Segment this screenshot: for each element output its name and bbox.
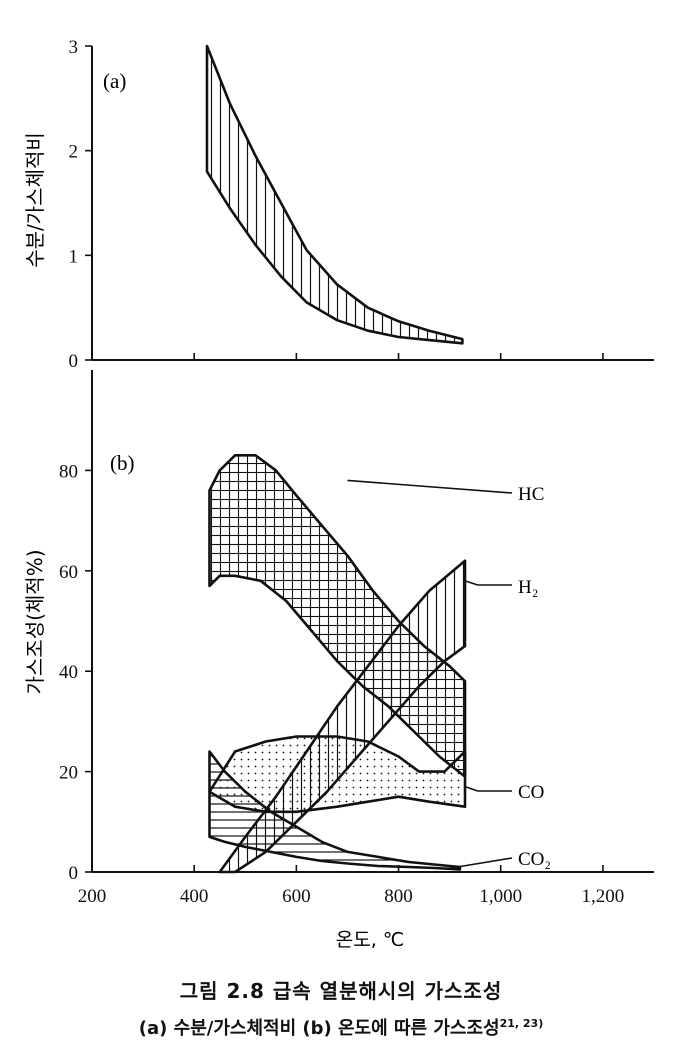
x-tick-label: 1,200 bbox=[582, 886, 625, 907]
x-axis-label: 온도, ℃ bbox=[336, 929, 404, 951]
y-axis-label-a-group: 수분/가스체적비 bbox=[23, 132, 47, 268]
band-outline-co bbox=[208, 735, 467, 814]
leader-line-h2 bbox=[464, 580, 512, 586]
y-tick-label: 60 bbox=[59, 562, 78, 583]
x-tick-label: 1,000 bbox=[479, 886, 522, 907]
figure-caption-subtitle: (a) 수분/가스체적비 (b) 온도에 따른 가스조성21, 23) bbox=[0, 1014, 682, 1040]
leader-line-co2 bbox=[457, 857, 513, 868]
panel-a: (a) 수분/가스체적비 0 1 2 3 bbox=[23, 37, 654, 372]
panel-label-b: (b) bbox=[110, 451, 135, 475]
series-label-h2: H₂ bbox=[518, 577, 538, 598]
leader-line-co bbox=[464, 785, 512, 792]
series-label-co2: CO₂ bbox=[518, 849, 551, 870]
y-axis-label-b-group: 가스조성(체적%) bbox=[23, 549, 47, 694]
figure-caption-refs: 21, 23) bbox=[499, 1017, 544, 1030]
band-fill-band-0 bbox=[207, 46, 463, 344]
y-tick-label: 3 bbox=[69, 37, 79, 58]
band-fill-co2 bbox=[209, 751, 460, 870]
y-tick-label: 2 bbox=[69, 142, 79, 163]
y-tick-label: 40 bbox=[59, 662, 78, 683]
y-tick-label: 1 bbox=[69, 246, 79, 267]
series-label-co: CO bbox=[518, 782, 544, 803]
x-tick-label: 400 bbox=[180, 886, 209, 907]
y-axis-label-b: 가스조성(체적%) bbox=[23, 549, 47, 694]
y-tick-label: 0 bbox=[69, 351, 79, 372]
y-tick-label: 80 bbox=[59, 461, 78, 482]
series-label-hc: HC bbox=[518, 484, 544, 505]
panel-b: (b) 가스조성(체적%) HC H₂ CO CO₂ 0 20 40 60 80 200 4… bbox=[23, 370, 654, 907]
band-outline-band-0 bbox=[205, 44, 464, 345]
band-fill-co bbox=[209, 736, 465, 812]
panel-label-a: (a) bbox=[103, 69, 126, 93]
figure-caption-title: 그림 2.8 급속 열분해시의 가스조성 bbox=[179, 979, 503, 1003]
y-tick-label: 0 bbox=[69, 863, 79, 884]
leader-line-hc bbox=[347, 479, 513, 494]
figure-caption-subtitle-text: (a) 수분/가스체적비 (b) 온도에 따른 가스조성 bbox=[138, 1018, 500, 1039]
y-tick-label: 20 bbox=[59, 763, 78, 784]
x-tick-label: 200 bbox=[78, 886, 107, 907]
band-outline-hc bbox=[208, 454, 467, 778]
x-tick-label: 600 bbox=[282, 886, 311, 907]
x-tick-label: 800 bbox=[384, 886, 413, 907]
band-outline-co2 bbox=[208, 750, 462, 871]
y-axis-label-a: 수분/가스체적비 bbox=[23, 132, 47, 268]
